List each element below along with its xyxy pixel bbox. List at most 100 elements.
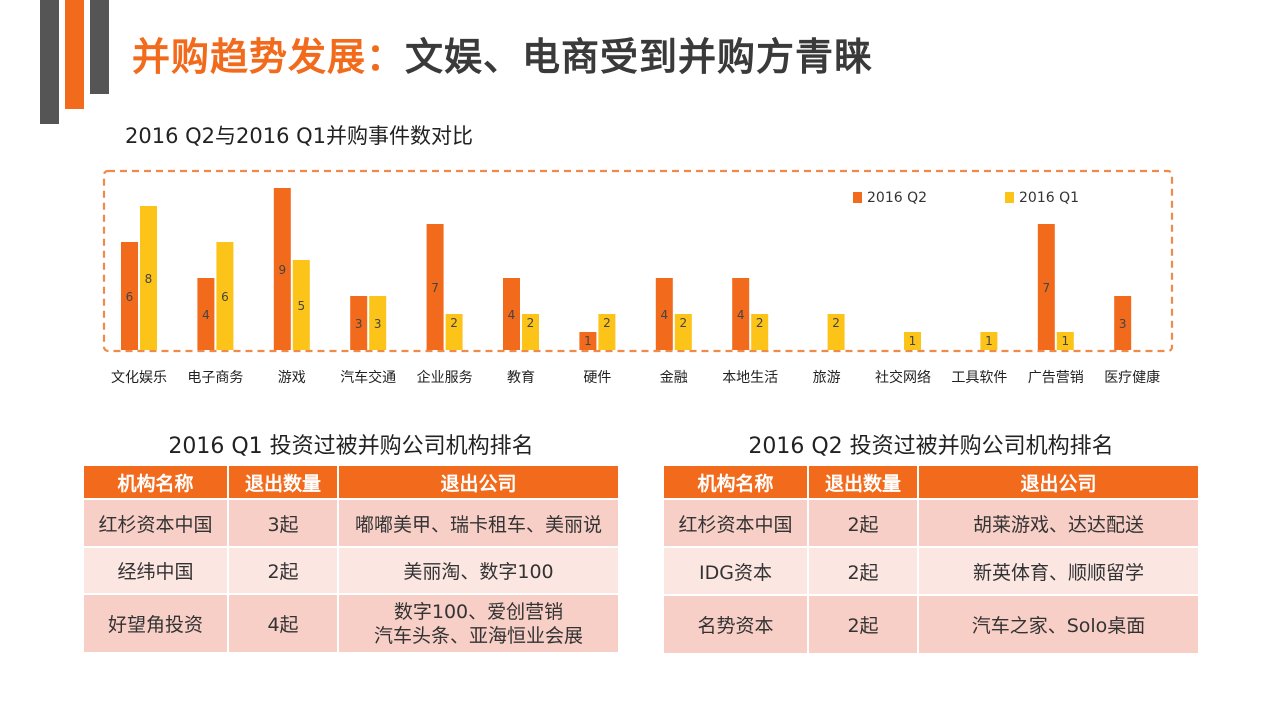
exit-companies: 美丽淘、数字100 — [338, 546, 618, 594]
x-tick-label: 电子商务 — [187, 370, 243, 386]
bar-q1 — [1056, 332, 1074, 350]
bar-value-label: 2 — [450, 316, 458, 330]
bar-value-label: 4 — [737, 308, 745, 322]
x-tick-label: 本地生活 — [722, 370, 778, 386]
exit-companies-line1: 数字100、爱创营销 — [393, 600, 564, 623]
x-tick-label: 硬件 — [583, 370, 611, 386]
bar-q2 — [655, 278, 673, 350]
bar-q2 — [732, 278, 750, 350]
table-q1-title: 2016 Q1 投资过被并购公司机构排名 — [168, 434, 534, 459]
x-tick-label: 文化娱乐 — [111, 370, 167, 386]
x-tick-label: 汽车交通 — [340, 369, 396, 386]
institution-name: 好望角投资 — [84, 593, 229, 652]
table-row: 名势资本 2起 汽车之家、Solo桌面 — [664, 594, 1198, 653]
x-tick-label: 旅游 — [813, 370, 841, 386]
bar-q1 — [292, 260, 310, 350]
legend-swatch — [853, 192, 862, 203]
bar-q1 — [445, 314, 463, 350]
bar-value-label: 6 — [126, 290, 134, 304]
exit-companies: 新英体育、顺顺留学 — [918, 546, 1198, 595]
table-q1-header-count: 退出数量 — [228, 466, 339, 499]
table-q2: 机构名称 退出数量 退出公司 红杉资本中国 2起 胡莱游戏、达达配送 IDG资本… — [664, 466, 1198, 653]
institution-name: 红杉资本中国 — [84, 498, 229, 547]
exit-count: 3起 — [228, 498, 339, 547]
bar-value-label: 3 — [355, 317, 363, 331]
table-row: 好望角投资 4起 数字100、爱创营销 汽车头条、亚海恒业会展 — [84, 593, 618, 652]
page-title-rest: 文娱、电商受到并购方青睐 — [405, 35, 874, 79]
bar-value-label: 8 — [145, 272, 153, 286]
table-row: 红杉资本中国 2起 胡莱游戏、达达配送 — [664, 498, 1198, 547]
decor-bar-dark-left — [40, 0, 59, 124]
bar-q1 — [140, 206, 157, 350]
bar-q1 — [980, 332, 998, 350]
table-q1-header-companies: 退出公司 — [338, 466, 618, 499]
exit-count: 2起 — [808, 594, 919, 653]
x-tick-label: 广告营销 — [1028, 370, 1084, 386]
x-tick-label: 游戏 — [278, 370, 306, 386]
exit-companies: 数字100、爱创营销 汽车头条、亚海恒业会展 — [338, 593, 618, 652]
bar-value-label: 2 — [603, 316, 611, 330]
bar-value-label: 7 — [431, 281, 439, 295]
x-tick-label: 社交网络 — [875, 369, 931, 386]
x-tick-label: 金融 — [660, 370, 688, 386]
legend-label: 2016 Q1 — [1019, 190, 1079, 206]
x-tick-label: 工具软件 — [951, 370, 1007, 386]
x-tick-label: 企业服务 — [417, 369, 473, 386]
bar-value-label: 1 — [1061, 334, 1069, 348]
page-title-highlight: 并购趋势发展： — [132, 35, 406, 79]
table-q1: 机构名称 退出数量 退出公司 红杉资本中国 3起 嘟嘟美甲、瑞卡租车、美丽说 经… — [84, 466, 618, 652]
table-q1-header-institution: 机构名称 — [84, 466, 229, 499]
bar-value-label: 2 — [679, 316, 687, 330]
institution-name: 经纬中国 — [84, 546, 229, 594]
exit-count: 2起 — [808, 498, 919, 547]
legend-label: 2016 Q2 — [867, 190, 927, 206]
bar-value-label: 4 — [202, 308, 210, 322]
bar-value-label: 3 — [1119, 317, 1127, 331]
bar-q2 — [579, 332, 597, 350]
bar-q2 — [121, 242, 138, 350]
bar-value-label: 2 — [832, 316, 840, 330]
bar-value-label: 2 — [756, 316, 764, 330]
bar-q2 — [350, 296, 368, 350]
legend-swatch — [1005, 192, 1014, 203]
bar-q1 — [751, 314, 769, 350]
bar-value-label: 1 — [909, 334, 917, 348]
table-q2-title: 2016 Q2 投资过被并购公司机构排名 — [748, 434, 1114, 459]
bar-q1 — [369, 296, 387, 350]
chart-frame — [102, 169, 1174, 353]
exit-companies: 胡莱游戏、达达配送 — [918, 498, 1198, 547]
institution-name: IDG资本 — [664, 546, 809, 595]
bar-value-label: 4 — [508, 308, 516, 322]
bar-q2 — [273, 188, 291, 350]
exit-companies-line2: 汽车头条、亚海恒业会展 — [373, 624, 583, 647]
bar-q1 — [904, 332, 921, 350]
table-q2-header-institution: 机构名称 — [664, 466, 809, 499]
bar-value-label: 4 — [660, 308, 668, 322]
bar-value-label: 1 — [985, 334, 993, 348]
x-tick-label: 医疗健康 — [1104, 369, 1160, 386]
bar-value-label: 6 — [221, 290, 229, 304]
bar-q1 — [827, 314, 845, 350]
bar-q1 — [216, 242, 234, 350]
bar-value-label: 5 — [297, 299, 305, 313]
decor-bar-dark-right — [90, 0, 109, 94]
decor-bar-orange — [65, 0, 84, 109]
bar-q2 — [1037, 224, 1055, 350]
exit-count: 2起 — [808, 546, 919, 595]
exit-count: 4起 — [228, 593, 339, 652]
bar-value-label: 9 — [278, 263, 286, 277]
exit-companies: 嘟嘟美甲、瑞卡租车、美丽说 — [338, 498, 618, 547]
table-row: 红杉资本中国 3起 嘟嘟美甲、瑞卡租车、美丽说 — [84, 498, 618, 547]
table-row: 经纬中国 2起 美丽淘、数字100 — [84, 546, 618, 594]
bar-value-label: 7 — [1042, 281, 1050, 295]
bar-q2 — [1114, 296, 1132, 350]
table-q2-header-companies: 退出公司 — [918, 466, 1198, 499]
bar-value-label: 3 — [374, 317, 382, 331]
bar-q1 — [522, 314, 539, 350]
page-title: 并购趋势发展：文娱、电商受到并购方青睐 — [132, 26, 873, 81]
institution-name: 名势资本 — [664, 594, 809, 653]
table-row: IDG资本 2起 新英体育、顺顺留学 — [664, 546, 1198, 595]
bar-value-label: 2 — [527, 316, 535, 330]
chart-title: 2016 Q2与2016 Q1并购事件数对比 — [125, 124, 474, 148]
